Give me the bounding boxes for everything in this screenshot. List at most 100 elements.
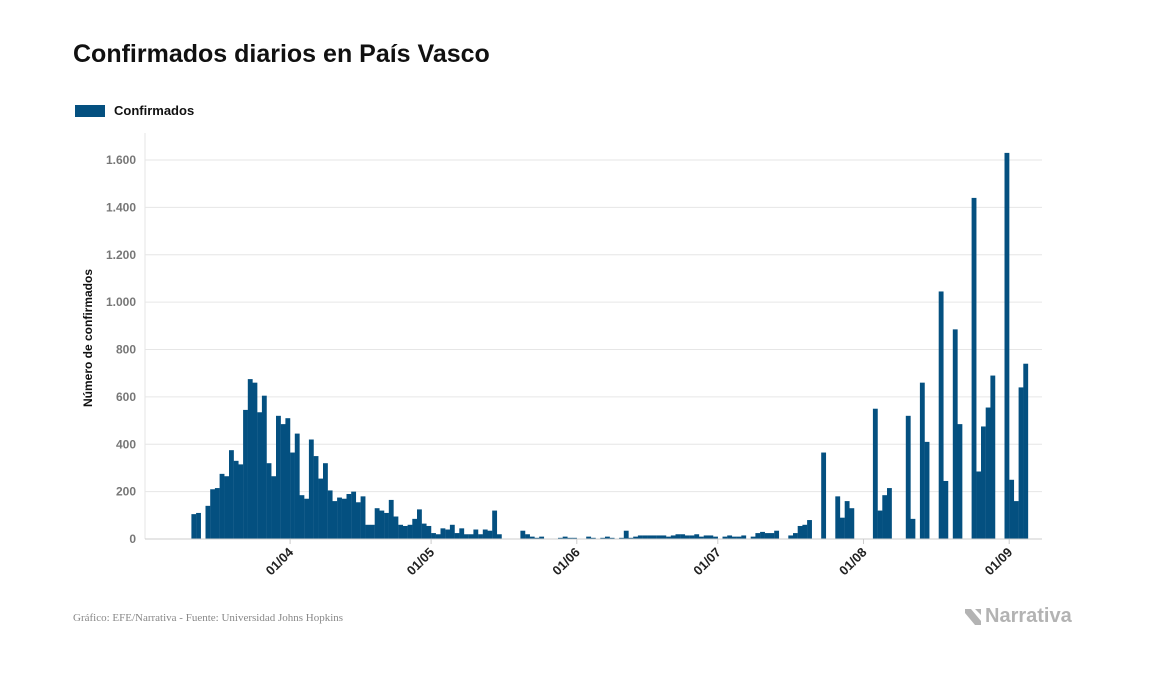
bar	[633, 536, 639, 539]
bar	[797, 525, 803, 539]
bar	[464, 534, 469, 539]
x-tick-label: 01/05	[404, 545, 438, 579]
bar	[764, 533, 770, 539]
bar	[609, 537, 615, 539]
y-tick-label: 400	[116, 437, 136, 451]
bar	[981, 426, 986, 539]
bar	[238, 464, 244, 539]
bar	[525, 534, 530, 539]
bar	[1013, 501, 1019, 539]
bar	[605, 536, 610, 539]
bar	[224, 476, 230, 539]
bar	[374, 508, 380, 539]
bar	[755, 533, 761, 539]
bar	[788, 535, 794, 539]
y-tick-label: 0	[129, 532, 136, 546]
bar	[1023, 363, 1029, 539]
bars	[191, 152, 1029, 540]
y-tick-label: 600	[116, 390, 136, 404]
x-tick-label: 01/04	[263, 544, 297, 578]
chart-title: Confirmados diarios en País Vasco	[73, 40, 490, 68]
bar	[590, 537, 596, 539]
bar	[572, 537, 577, 539]
bar	[341, 498, 347, 539]
bar	[271, 476, 277, 539]
x-tick-label: 01/08	[836, 545, 870, 579]
bar	[567, 537, 573, 539]
bar	[539, 536, 545, 539]
bar	[656, 535, 662, 539]
bar	[473, 529, 479, 539]
bar	[534, 537, 540, 539]
bar	[1004, 152, 1010, 539]
bar	[684, 535, 690, 539]
x-tick-label: 01/06	[549, 545, 583, 579]
bar	[280, 424, 286, 539]
bar	[952, 329, 958, 539]
bar	[196, 512, 201, 539]
bar	[882, 495, 888, 539]
bar	[332, 501, 338, 539]
y-tick-label: 1.200	[106, 248, 136, 262]
bar	[821, 452, 827, 539]
bar	[802, 524, 808, 539]
bar	[402, 525, 408, 539]
bar	[468, 534, 474, 539]
bar	[388, 499, 394, 539]
bar	[985, 407, 991, 539]
bar	[360, 496, 366, 539]
bar	[454, 533, 460, 539]
bar	[520, 530, 526, 539]
bar	[924, 441, 930, 539]
bar	[276, 415, 281, 539]
bar	[586, 536, 592, 539]
bar	[205, 505, 211, 539]
bar	[219, 473, 225, 539]
bar	[393, 516, 399, 539]
bar	[736, 536, 742, 539]
bar	[449, 524, 455, 539]
bar	[774, 530, 780, 539]
bar	[919, 382, 925, 539]
bar	[600, 537, 606, 539]
bar	[689, 535, 695, 539]
bar	[971, 197, 977, 539]
bar	[214, 488, 220, 539]
brand-logo: Narrativa	[963, 605, 1072, 628]
y-tick-label: 1.600	[106, 153, 136, 167]
bar	[910, 518, 916, 539]
bar	[1018, 387, 1024, 539]
bar	[370, 524, 375, 539]
bar	[844, 501, 850, 539]
bar	[407, 524, 413, 539]
bar	[261, 395, 267, 539]
x-tick-label: 01/07	[690, 545, 724, 579]
bar	[496, 534, 502, 539]
bar	[642, 535, 648, 539]
bar	[661, 535, 667, 539]
bar	[849, 508, 855, 539]
legend-swatch	[75, 104, 105, 117]
bar	[365, 524, 371, 539]
bar	[384, 512, 389, 539]
bar	[243, 409, 248, 539]
bar	[558, 537, 563, 539]
bar	[938, 291, 944, 539]
bar	[459, 528, 465, 539]
bar	[426, 525, 432, 539]
bar	[637, 535, 643, 539]
narrativa-logo-icon	[965, 608, 981, 625]
bar	[793, 533, 798, 539]
bar	[421, 523, 427, 539]
bar	[666, 536, 671, 539]
bar	[840, 517, 845, 539]
bar	[741, 535, 747, 539]
bar	[887, 488, 892, 539]
y-tick-label: 1.400	[106, 200, 136, 214]
bar	[299, 495, 305, 539]
x-tick-labels: 01/04 01/05 01/06 01/07 01/08 01/09	[263, 539, 1015, 579]
bar	[628, 537, 634, 539]
bar	[807, 520, 812, 539]
brand-name: Narrativa	[985, 605, 1072, 627]
bar	[327, 490, 333, 539]
